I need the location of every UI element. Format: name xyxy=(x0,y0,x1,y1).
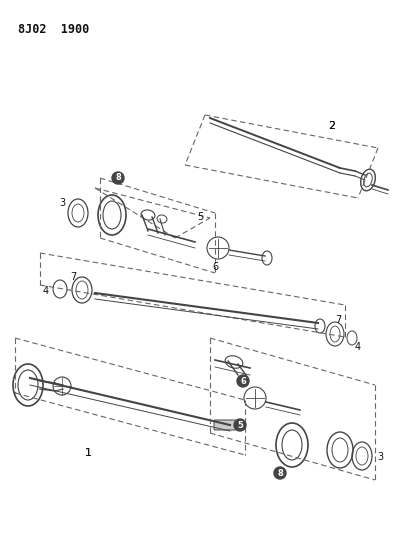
Text: 3: 3 xyxy=(377,452,383,462)
Circle shape xyxy=(274,467,286,479)
Text: 4: 4 xyxy=(355,342,361,352)
Text: 1: 1 xyxy=(85,448,91,458)
Text: 2: 2 xyxy=(328,121,335,131)
Text: 3: 3 xyxy=(59,198,65,208)
Circle shape xyxy=(234,419,246,431)
FancyBboxPatch shape xyxy=(214,420,236,430)
Circle shape xyxy=(237,375,249,387)
Text: 6: 6 xyxy=(240,376,246,385)
Text: 7: 7 xyxy=(70,272,76,282)
Text: 8: 8 xyxy=(277,469,283,478)
Text: 6: 6 xyxy=(212,262,218,272)
Text: 8J02  1900: 8J02 1900 xyxy=(18,23,89,36)
Circle shape xyxy=(112,172,124,184)
Text: 5: 5 xyxy=(237,421,243,430)
Text: 7: 7 xyxy=(335,315,341,325)
Text: 5: 5 xyxy=(197,212,203,222)
Text: 1: 1 xyxy=(85,448,91,458)
Text: 4: 4 xyxy=(43,286,49,296)
Text: 8: 8 xyxy=(115,174,121,182)
Text: 2: 2 xyxy=(328,121,335,131)
